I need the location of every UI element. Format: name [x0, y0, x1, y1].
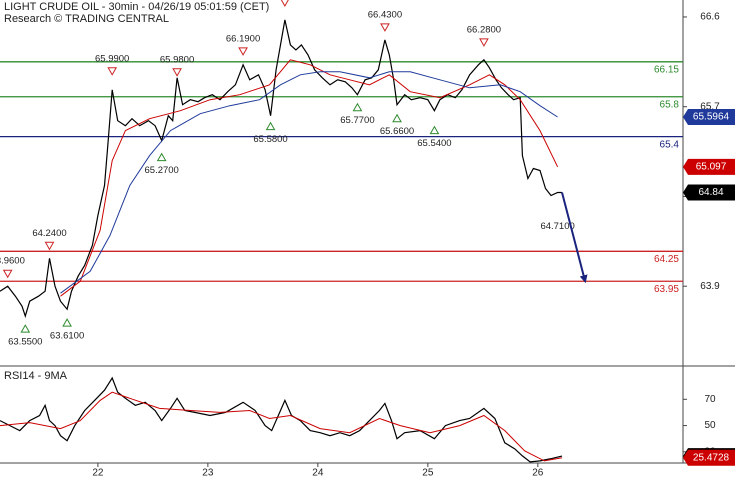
y-tick-label: 70	[704, 394, 716, 405]
series-line	[60, 59, 559, 297]
last-value-label: 65.097	[696, 161, 727, 172]
low-marker	[429, 125, 440, 135]
annotation-label: 65.6600	[380, 126, 414, 137]
low-marker	[62, 318, 72, 327]
x-tick-label: 23	[202, 468, 214, 479]
series-line	[0, 391, 563, 462]
y-tick-label: 50	[704, 420, 716, 431]
high-marker	[2, 269, 13, 279]
annotation-label: 63.5500	[8, 337, 42, 348]
annotation-label: 66.1900	[226, 33, 260, 44]
last-value-box	[683, 158, 735, 175]
low-marker	[392, 113, 402, 123]
rsi-title: RSI14 - 9MA	[4, 370, 68, 382]
annotation-label: 66.2800	[467, 24, 501, 35]
last-value-label: 65.5964	[693, 112, 730, 123]
annotation-label: 64.2400	[32, 228, 66, 239]
annotation-label: 65.2700	[145, 165, 179, 176]
high-marker	[172, 68, 182, 77]
x-tick-label: 22	[92, 468, 104, 479]
annotation-label: 63.6100	[50, 331, 84, 342]
level-label: 64.25	[654, 254, 679, 265]
last-value-label: 25.4728	[693, 452, 730, 463]
last-value-box	[683, 109, 735, 126]
high-marker	[107, 67, 118, 76]
annotation-label: 65.5400	[417, 138, 451, 149]
last-value-box	[683, 184, 735, 201]
annotation-label: 65.9800	[160, 54, 194, 65]
high-marker	[280, 0, 289, 7]
low-marker	[156, 152, 167, 162]
series-line	[60, 71, 558, 294]
last-value-box	[683, 449, 735, 466]
annotation-label: 64.7100	[540, 221, 574, 232]
y-tick-label: 66.6	[700, 12, 720, 23]
level-label: 66.15	[654, 64, 679, 75]
x-tick-label: 25	[422, 468, 434, 479]
high-marker	[44, 241, 55, 251]
high-marker	[238, 47, 248, 56]
annotation-label: 66.4300	[368, 9, 402, 20]
annotation-label: 65.9900	[95, 53, 129, 64]
level-label: 65.8	[660, 99, 680, 110]
last-value-label: 64.84	[698, 187, 723, 198]
high-marker	[380, 23, 390, 32]
chart-subtitle: Research © TRADING CENTRAL	[4, 13, 169, 25]
x-tick-label: 24	[312, 468, 324, 479]
low-marker	[265, 121, 276, 131]
annotation-label: 65.5800	[253, 134, 287, 145]
forecast-arrow	[561, 192, 588, 284]
annotation-label: 63.9600	[0, 256, 25, 267]
low-marker	[20, 324, 31, 333]
low-marker	[352, 102, 363, 112]
y-tick-label: 65.7	[700, 101, 720, 112]
annotation-label: 65.7700	[340, 115, 374, 126]
x-tick-label: 26	[532, 468, 544, 479]
series-line	[0, 376, 563, 463]
series-line	[0, 19, 562, 319]
high-marker	[479, 38, 489, 47]
level-label: 65.4	[660, 139, 680, 150]
y-tick-label: 63.9	[700, 281, 720, 292]
level-label: 63.95	[654, 284, 679, 295]
chart-title: LIGHT CRUDE OIL - 30min - 04/26/19 05:01…	[4, 1, 269, 13]
